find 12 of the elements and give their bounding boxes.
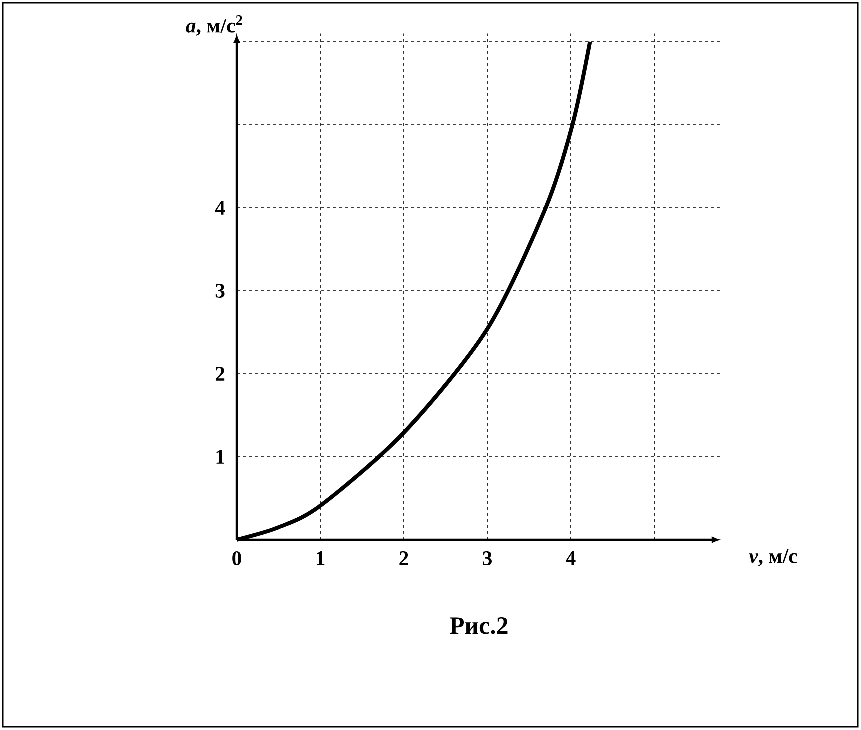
x-tick-label: 4 — [566, 552, 576, 566]
y-tick-label: 3 — [216, 284, 225, 298]
x-tick-label: 0 — [232, 552, 242, 566]
y-axis-title: a, м/с$^{2}$ — [186, 16, 242, 36]
y-tick-label: 4 — [215, 201, 226, 215]
x-axis-title: v, м/с — [749, 550, 798, 566]
x-tick-label: 3 — [483, 552, 492, 566]
x-tick-label: 2 — [400, 552, 408, 566]
y-tick-label: 2 — [216, 367, 225, 381]
text: Рис.2 — [450, 618, 508, 634]
x-tick-label: 1 — [316, 552, 325, 566]
y-tick-label: 1 — [216, 450, 224, 464]
